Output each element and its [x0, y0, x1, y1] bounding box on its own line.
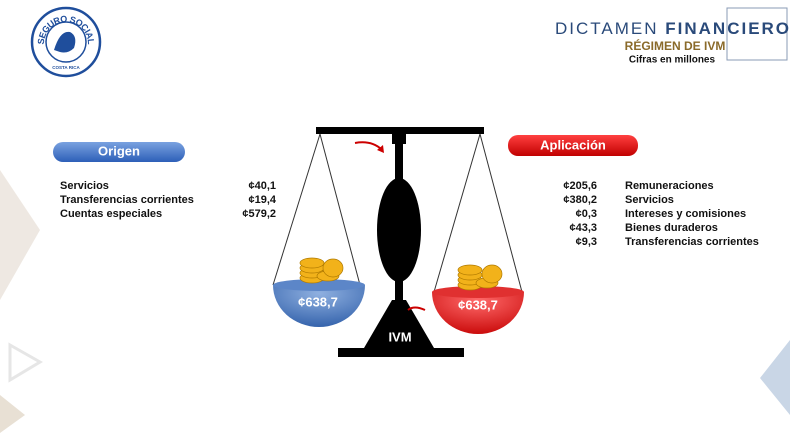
slide: SEGURO SOCIAL COSTA RICA DICTAMEN FINANC… [0, 0, 790, 433]
logo: SEGURO SOCIAL COSTA RICA [32, 8, 100, 76]
left-total: ¢638,7 [298, 294, 338, 309]
base-label: IVM [388, 329, 411, 344]
decor [0, 395, 25, 433]
decor [0, 170, 40, 300]
arrow [355, 142, 382, 150]
origen-label: Origen [98, 143, 140, 158]
aplicacion-amount: ¢205,6 [563, 180, 597, 192]
title-light: DICTAMEN [555, 19, 659, 38]
aplicacion-amount: ¢380,2 [563, 194, 597, 206]
origen-amount: ¢40,1 [248, 180, 276, 192]
post-body [377, 178, 421, 282]
aplicacion-item: Intereses y comisiones [625, 208, 746, 220]
aplicacion-item: Servicios [625, 194, 674, 206]
origen-item: Servicios [60, 180, 109, 192]
right-coins [458, 265, 502, 290]
aplicacion-item: Remuneraciones [625, 180, 714, 192]
aplicacion-item: Transferencias corrientes [625, 236, 759, 248]
post-cap [392, 134, 406, 144]
aplicacion-item: Bienes duraderos [625, 222, 718, 234]
origen-item: Cuentas especiales [60, 208, 162, 220]
header-note: Cifras en millones [629, 55, 716, 66]
origen-item: Transferencias corrientes [60, 194, 194, 206]
origen-amount: ¢19,4 [248, 194, 276, 206]
origen-amount: ¢579,2 [242, 208, 276, 220]
aplicacion-amount: ¢0,3 [576, 208, 597, 220]
aplicacion-amount: ¢9,3 [576, 236, 597, 248]
base-plate [338, 348, 464, 357]
title-bold: FINANCIERO [665, 19, 790, 38]
beam [316, 127, 484, 134]
header-subtitle: RÉGIMEN DE IVM [625, 38, 726, 53]
scale: IVM ¢638,7 ¢638,7 [273, 127, 524, 357]
logo-bottom: COSTA RICA [52, 65, 80, 70]
left-coins [300, 258, 343, 283]
right-total: ¢638,7 [458, 297, 498, 312]
decor [10, 345, 40, 380]
header-title: DICTAMEN FINANCIERO [555, 19, 790, 38]
decor [760, 340, 790, 415]
aplicacion-label: Aplicación [540, 137, 606, 152]
aplicacion-amount: ¢43,3 [569, 222, 597, 234]
